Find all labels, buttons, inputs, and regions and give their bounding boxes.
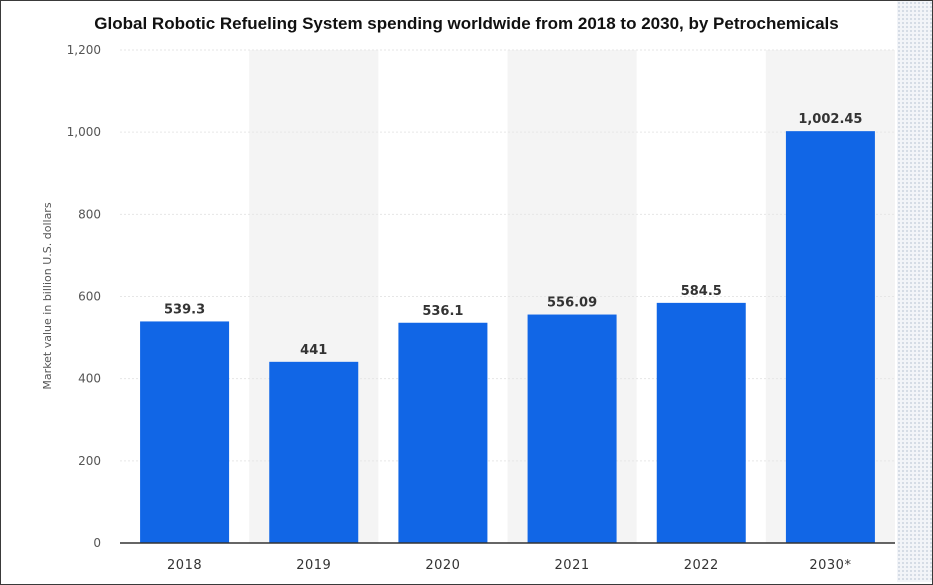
x-tick-label: 2021 [555, 558, 590, 573]
bars [140, 131, 875, 543]
y-tick-label: 600 [78, 290, 101, 304]
bar [527, 314, 617, 543]
x-tick-label: 2022 [684, 558, 719, 573]
x-tick-label: 2030* [809, 558, 851, 573]
y-tick-label: 1,200 [67, 43, 101, 57]
bar [398, 322, 488, 543]
y-tick-label: 1,000 [67, 125, 101, 139]
data-label: 1,002.45 [798, 112, 862, 127]
data-label: 441 [300, 343, 327, 358]
y-axis-ticks: 0 200 400 600 800 1,000 1,200 [67, 43, 101, 550]
y-tick-label: 0 [93, 536, 101, 550]
x-tick-label: 2018 [167, 558, 202, 573]
bar [785, 131, 875, 543]
x-axis-ticks: 2018 2019 2020 2021 2022 2030* [167, 558, 851, 573]
bar [269, 361, 359, 543]
data-label: 536.1 [422, 304, 463, 319]
bar [140, 321, 230, 543]
data-label: 539.3 [164, 302, 205, 317]
data-label: 584.5 [681, 284, 722, 299]
chart-title: Global Robotic Refueling System spending… [94, 14, 839, 33]
x-tick-label: 2020 [425, 558, 460, 573]
x-tick-label: 2019 [296, 558, 331, 573]
y-tick-label: 200 [78, 454, 101, 468]
y-tick-label: 800 [78, 207, 101, 221]
decorative-side-panel [897, 1, 932, 582]
data-label: 556.09 [547, 296, 597, 311]
data-labels: 539.3 441 536.1 556.09 584.5 1,002.45 [164, 112, 862, 358]
y-axis-label: Market value in billion U.S. dollars [41, 202, 54, 389]
gridlines [120, 49, 895, 462]
y-tick-label: 400 [78, 372, 101, 386]
bar [656, 302, 746, 543]
